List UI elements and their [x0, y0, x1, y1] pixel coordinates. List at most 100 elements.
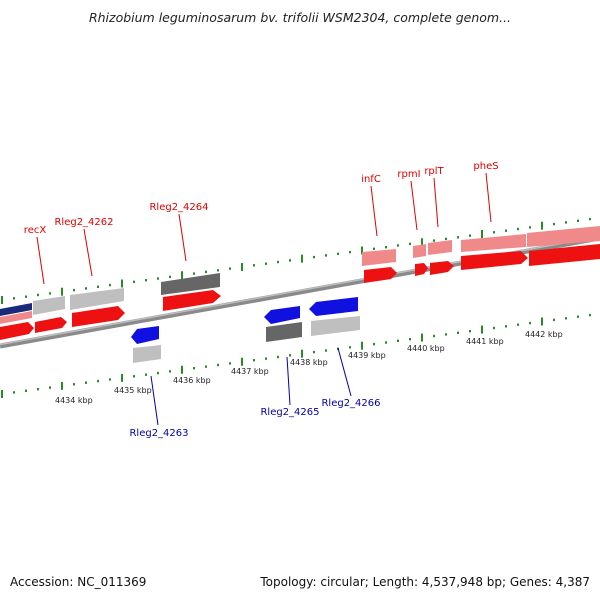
gene-labels: recX Rleg2_4262 Rleg2_4264 infC rpmI rpl…	[24, 161, 499, 439]
minor-tick	[25, 389, 27, 392]
feature-dark[interactable]	[161, 273, 220, 295]
minor-tick	[253, 359, 255, 362]
minor-tick	[13, 297, 15, 300]
gene-label[interactable]: Rleg2_4263	[129, 428, 188, 439]
minor-tick	[505, 229, 507, 232]
minor-tick	[565, 317, 567, 320]
feature-navy[interactable]	[0, 303, 32, 316]
feature-pink[interactable]	[461, 234, 526, 252]
major-tick	[301, 254, 303, 263]
minor-tick	[193, 272, 195, 275]
minor-tick	[589, 217, 591, 221]
minor-tick	[397, 244, 399, 247]
minor-tick	[37, 293, 39, 297]
feature-red-arrow[interactable]	[163, 290, 221, 311]
minor-tick	[517, 227, 519, 231]
minor-tick	[277, 355, 279, 359]
minor-tick	[109, 283, 111, 287]
feature-pink[interactable]	[428, 240, 452, 255]
feature-blue-arrow[interactable]	[309, 297, 358, 316]
minor-tick	[469, 234, 471, 237]
major-tick	[181, 271, 183, 280]
minor-tick	[277, 260, 279, 264]
minor-tick	[13, 391, 15, 394]
gene-label[interactable]: Rleg2_4262	[54, 217, 113, 228]
feature-pink[interactable]	[527, 226, 600, 247]
major-tick	[241, 263, 243, 271]
minor-tick	[217, 269, 219, 272]
minor-tick	[133, 375, 135, 378]
minor-tick	[577, 315, 579, 318]
minor-tick	[37, 388, 39, 391]
gene-label[interactable]: Rleg2_4266	[321, 398, 380, 409]
minor-tick	[313, 350, 315, 354]
major-tick	[241, 357, 243, 366]
minor-tick	[553, 318, 555, 322]
minor-tick	[385, 246, 387, 249]
feature-red-arrow[interactable]	[35, 317, 67, 333]
feature-gray[interactable]	[33, 296, 65, 315]
minor-tick	[409, 242, 411, 246]
minor-tick	[169, 275, 171, 279]
gene-label[interactable]: Rleg2_4264	[149, 202, 208, 213]
scale-label: 4436 kbp	[173, 376, 211, 385]
feature-blue-arrow[interactable]	[264, 306, 300, 324]
minor-tick	[373, 342, 375, 346]
major-tick	[361, 341, 363, 350]
feature-pink[interactable]	[0, 311, 32, 324]
minor-tick	[145, 279, 147, 282]
minor-tick	[49, 386, 51, 389]
feature-red-arrow[interactable]	[0, 322, 34, 340]
feature-red-arrow[interactable]	[364, 267, 397, 283]
minor-tick	[529, 321, 531, 325]
minor-tick	[73, 383, 75, 386]
minor-tick	[289, 354, 291, 357]
feature-dark[interactable]	[266, 322, 302, 342]
feature-gray[interactable]	[133, 345, 161, 363]
minor-tick	[49, 292, 51, 295]
feature-red-arrow[interactable]	[529, 244, 600, 266]
gene-label[interactable]: recX	[24, 225, 47, 236]
minor-tick	[109, 378, 111, 381]
reverse-features	[131, 297, 360, 363]
scale-label: 4442 kbp	[525, 330, 563, 339]
feature-red-arrow[interactable]	[415, 263, 428, 276]
scale-label: 4437 kbp	[231, 367, 269, 376]
minor-tick	[349, 346, 351, 349]
feature-red-arrow[interactable]	[430, 261, 454, 275]
feature-red-arrow[interactable]	[461, 251, 528, 270]
minor-tick	[97, 379, 99, 383]
minor-tick	[505, 325, 507, 328]
gene-label[interactable]: rpmI	[397, 169, 420, 180]
minor-tick	[217, 363, 219, 367]
minor-tick	[325, 349, 327, 352]
feature-gray[interactable]	[70, 288, 124, 310]
minor-tick	[97, 285, 99, 288]
minor-tick	[229, 267, 231, 270]
major-tick	[61, 287, 63, 296]
forward-leader-lines	[36, 172, 492, 285]
minor-tick	[265, 357, 267, 360]
gene-label[interactable]: rplT	[424, 166, 444, 177]
feature-blue-arrow[interactable]	[131, 326, 159, 344]
gene-label[interactable]: infC	[361, 174, 381, 185]
reverse-tick-row	[1, 313, 591, 398]
minor-tick	[457, 236, 459, 239]
minor-tick	[385, 341, 387, 344]
forward-features	[0, 226, 600, 340]
minor-tick	[445, 333, 447, 336]
feature-gray[interactable]	[311, 316, 360, 336]
gene-label[interactable]: pheS	[473, 161, 498, 172]
feature-pink[interactable]	[362, 249, 396, 266]
minor-tick	[73, 288, 75, 292]
feature-red-arrow[interactable]	[72, 306, 125, 327]
minor-tick	[157, 371, 159, 375]
minor-tick	[517, 323, 519, 326]
feature-pink[interactable]	[413, 244, 426, 258]
minor-tick	[289, 259, 291, 262]
minor-tick	[373, 247, 375, 250]
major-tick	[1, 390, 3, 398]
accession-text: Accession: NC_011369	[10, 575, 147, 589]
gene-label[interactable]: Rleg2_4265	[260, 407, 319, 418]
major-tick	[541, 317, 543, 326]
